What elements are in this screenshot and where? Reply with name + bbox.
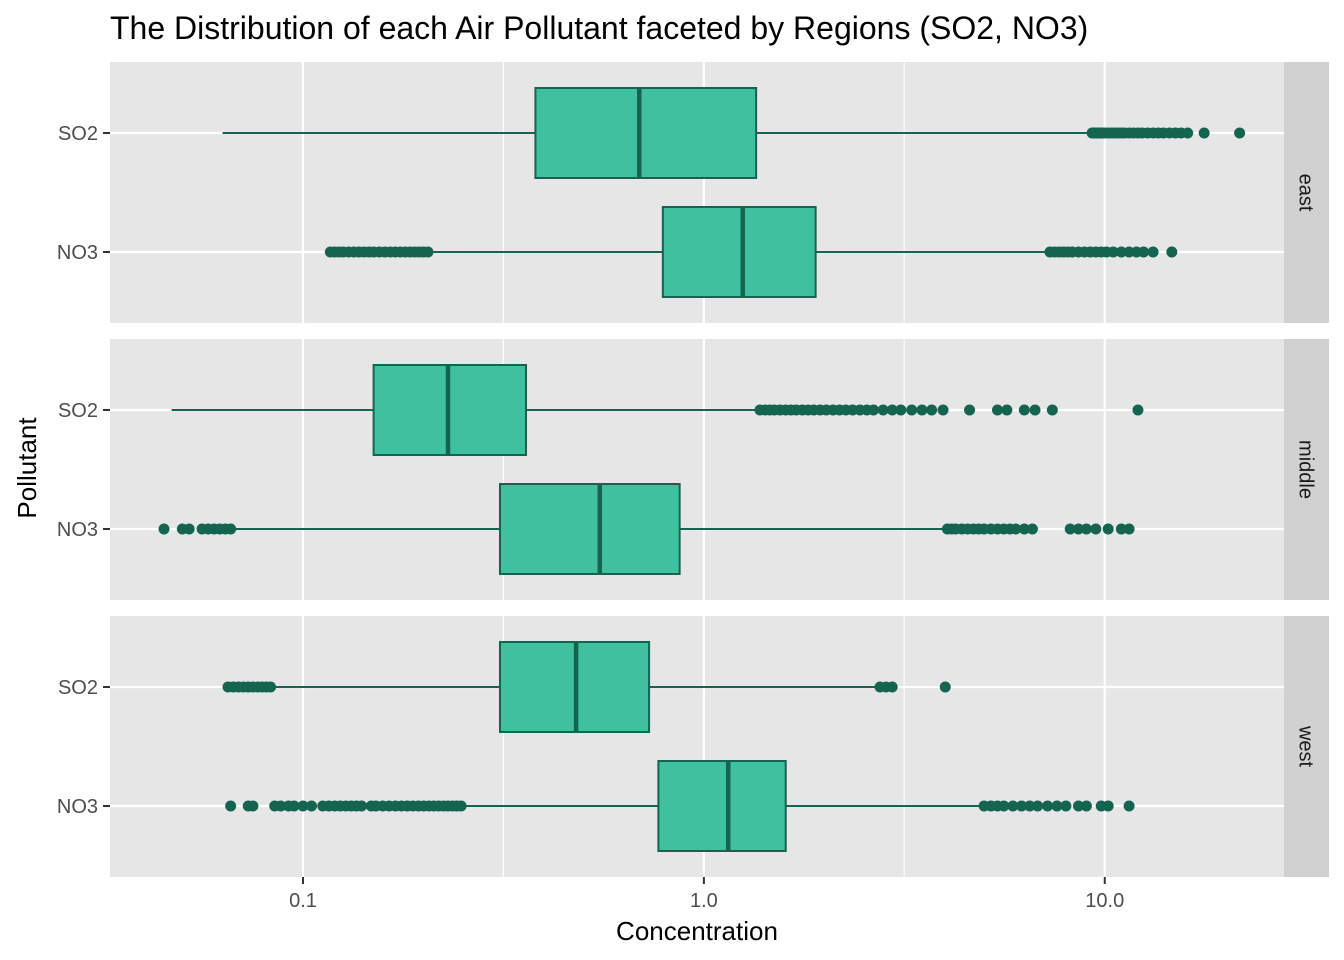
panel-background <box>110 339 1284 600</box>
outlier-point <box>1115 246 1127 258</box>
outlier-point <box>1051 800 1063 812</box>
outlier-point <box>1018 404 1030 416</box>
outlier-point <box>1026 523 1038 535</box>
outlier-point <box>886 681 898 693</box>
box-west-SO2 <box>222 641 951 733</box>
facet-panel-west: SO2 NO3 west <box>57 616 1329 877</box>
outlier-point <box>1166 246 1178 258</box>
outlier-point <box>1198 127 1210 139</box>
facet-strip-label: west <box>1295 725 1317 768</box>
y-tick-label: SO2 <box>58 677 98 699</box>
outlier-point <box>991 404 1003 416</box>
box-east-SO2 <box>222 87 1246 179</box>
facet-panels: SO2 NO3 east SO2 NO3 middle SO2 NO3 west <box>57 62 1329 877</box>
outlier-point <box>225 800 237 812</box>
outlier-point <box>877 404 889 416</box>
facet-panel-middle: SO2 NO3 middle <box>57 339 1329 600</box>
facet-strip <box>1284 339 1329 600</box>
outlier-point <box>158 523 170 535</box>
outlier-point <box>1147 246 1159 258</box>
facet-strip-label: middle <box>1295 440 1317 499</box>
outlier-point <box>1018 523 1030 535</box>
outlier-point <box>306 800 318 812</box>
outlier-point <box>886 404 898 416</box>
outlier-point <box>964 404 976 416</box>
y-tick-label: NO3 <box>57 242 98 264</box>
outlier-point <box>937 404 949 416</box>
outlier-point <box>183 523 195 535</box>
outlier-point <box>1102 800 1114 812</box>
x-tick-label: 0.1 <box>289 890 317 912</box>
x-tick-label: 10.0 <box>1085 890 1124 912</box>
outlier-point <box>1064 523 1076 535</box>
outlier-point <box>1080 523 1092 535</box>
outlier-point <box>1042 800 1054 812</box>
y-tick-label: SO2 <box>58 123 98 145</box>
outlier-point <box>998 800 1010 812</box>
box-middle-SO2 <box>171 364 1144 456</box>
facet-strip <box>1284 62 1329 323</box>
outlier-point <box>1102 523 1114 535</box>
y-tick-label: SO2 <box>58 400 98 422</box>
outlier-point <box>247 800 259 812</box>
box-west-NO3 <box>225 760 1135 852</box>
outlier-point <box>1123 800 1135 812</box>
x-tick-label: 1.0 <box>690 890 718 912</box>
box-east-NO3 <box>324 206 1178 298</box>
outlier-point <box>1060 800 1072 812</box>
facet-panel-east: SO2 NO3 east <box>57 62 1329 323</box>
outlier-point <box>1010 523 1022 535</box>
outlier-point <box>422 246 434 258</box>
box-iqr <box>657 760 787 852</box>
outlier-point <box>1115 523 1127 535</box>
outlier-point <box>926 404 938 416</box>
outlier-point <box>356 800 368 812</box>
outlier-point <box>1107 246 1119 258</box>
box-iqr <box>661 206 817 298</box>
x-axis: 0.1 1.0 10.0 <box>289 877 1124 912</box>
y-axis-title: Pollutant <box>12 417 42 519</box>
outlier-point <box>1024 800 1036 812</box>
outlier-point <box>288 800 300 812</box>
outlier-point <box>225 523 237 535</box>
outlier-point <box>1072 800 1084 812</box>
outlier-point <box>1123 523 1135 535</box>
outlier-point <box>939 681 951 693</box>
outlier-point <box>275 800 287 812</box>
facet-strip-label: east <box>1295 174 1317 212</box>
outlier-point <box>1001 404 1013 416</box>
outlier-point <box>868 404 880 416</box>
chart-title: The Distribution of each Air Pollutant f… <box>110 10 1088 46</box>
outlier-point <box>895 404 907 416</box>
outlier-point <box>1029 404 1041 416</box>
box-middle-NO3 <box>158 483 1135 575</box>
outlier-point <box>1138 246 1150 258</box>
outlier-point <box>1032 800 1044 812</box>
outlier-point <box>1090 523 1102 535</box>
outlier-point <box>265 681 277 693</box>
outlier-point <box>1234 127 1246 139</box>
outlier-point <box>1072 523 1084 535</box>
outlier-point <box>1046 404 1058 416</box>
outlier-point <box>1182 127 1194 139</box>
y-tick-label: NO3 <box>57 796 98 818</box>
outlier-point <box>1132 404 1144 416</box>
outlier-point <box>297 800 309 812</box>
outlier-point <box>455 800 467 812</box>
outlier-point <box>916 404 928 416</box>
facet-strip <box>1284 616 1329 877</box>
x-axis-title: Concentration <box>616 916 778 946</box>
outlier-point <box>1007 800 1019 812</box>
y-tick-label: NO3 <box>57 519 98 541</box>
box-iqr <box>534 87 758 179</box>
outlier-point <box>1080 800 1092 812</box>
box-iqr <box>498 483 681 575</box>
outlier-point <box>1016 800 1028 812</box>
outlier-point <box>906 404 918 416</box>
